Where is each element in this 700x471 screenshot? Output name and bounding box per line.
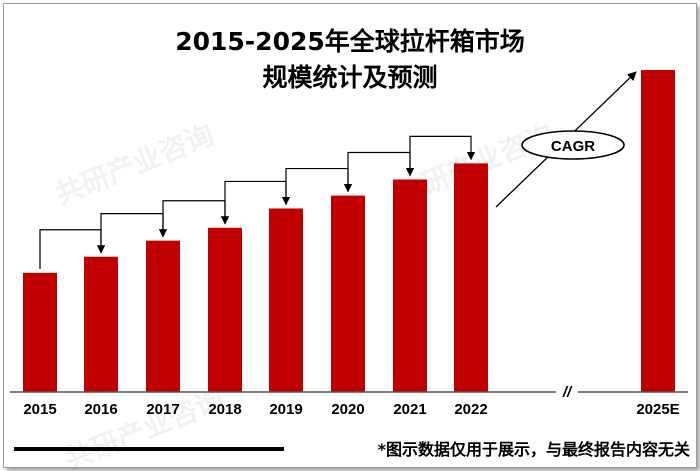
- watermark: 共研产业咨询: [60, 383, 228, 471]
- bar-2019: [269, 208, 303, 392]
- x-tick-2016: 2016: [84, 401, 117, 418]
- axis-break-mask: [556, 383, 578, 401]
- bar-2020: [331, 195, 365, 392]
- x-tick-labels: 2015 2016 2017 2018 2019 2020 2021 2022 2025E: [23, 401, 679, 418]
- bars-group: [23, 70, 675, 392]
- growth-arrows: [39, 135, 476, 269]
- bar-2018: [208, 227, 242, 392]
- bar-2016: [84, 256, 118, 392]
- footnote: *图示数据仅用于展示，与最终报告内容无关: [378, 440, 690, 459]
- growth-arrow-2021-2022: [409, 135, 476, 176]
- x-tick-2017: 2017: [146, 401, 179, 418]
- x-tick-2018: 2018: [208, 401, 241, 418]
- x-tick-2020: 2020: [331, 401, 364, 418]
- x-tick-2022: 2022: [454, 401, 487, 418]
- axis-break-mark: //: [562, 384, 573, 401]
- cagr-label: CAGR: [551, 138, 595, 155]
- cagr-ellipse: [521, 130, 625, 160]
- bar-2021: [393, 179, 427, 392]
- bar-2017: [146, 240, 180, 392]
- chart-title-line-1: 2015-2025年全球拉杆箱市场: [175, 27, 525, 56]
- watermark: 共研产业咨询: [50, 118, 218, 212]
- x-tick-2015: 2015: [23, 401, 56, 418]
- x-tick-2021: 2021: [393, 401, 426, 418]
- x-tick-2019: 2019: [269, 401, 302, 418]
- bar-2025E: [641, 70, 675, 392]
- bar-2015: [23, 272, 57, 392]
- chart-title-line-2: 规模统计及预测: [262, 63, 437, 92]
- bar-2022: [454, 163, 488, 392]
- x-tick-2025E: 2025E: [636, 401, 679, 418]
